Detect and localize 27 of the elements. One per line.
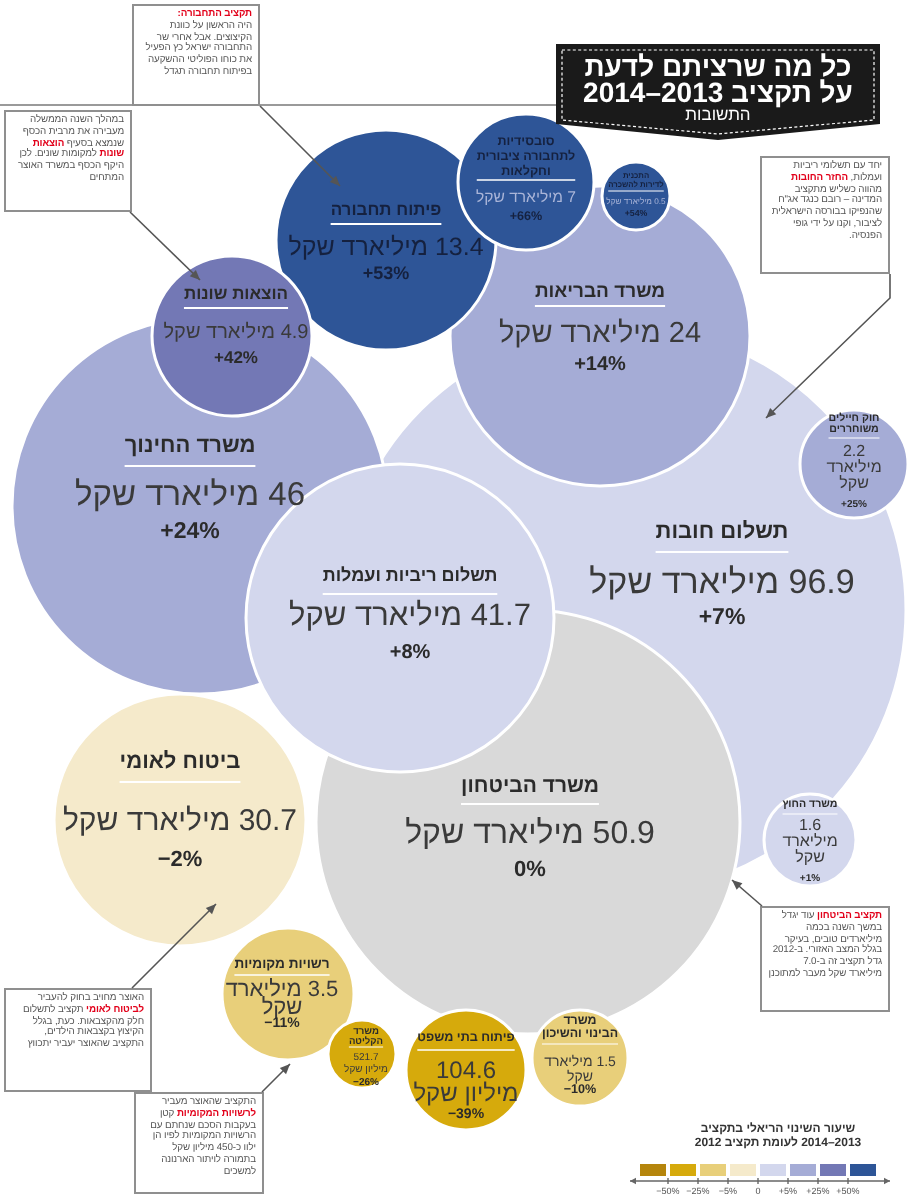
data-label: 96.9 מיליארד שקל (589, 563, 855, 602)
data-label: 3.5 מיליארד שקל (225, 978, 339, 1021)
category-label: תשלום חובות (655, 520, 789, 545)
data-label: 0% (514, 858, 547, 883)
data-label: +42% (214, 346, 259, 367)
data-label: 24 מיליארד שקל (498, 318, 702, 350)
category-label: משרד החינוך (124, 434, 256, 459)
data-label: 4.9 מיליארד שקל (163, 319, 310, 344)
data-label: +7% (698, 606, 746, 631)
text: כל מה שרציתם לדעת על תקציב 2013–2014 (583, 50, 853, 108)
category-label: הוצאות שונות (183, 282, 289, 303)
category-label: תשלום ריביות ועמלות (322, 564, 498, 585)
data-label: 30.7 מיליארד שקל (62, 804, 298, 839)
data-label: +24% (160, 520, 220, 545)
data-label: 13.4 מיליארד שקל (288, 232, 484, 261)
data-label: 41.7 מיליארד שקל (289, 598, 531, 633)
data-label: −2% (157, 848, 203, 873)
data-label: +14% (574, 353, 627, 376)
data-label: 50.9 מיליארד שקל (405, 814, 656, 851)
category-label: משרד הביטחון (461, 773, 599, 798)
data-label: +53% (362, 262, 410, 283)
text: התשובות (685, 104, 751, 124)
category-label: פיתוח תחבורה (330, 198, 443, 219)
category-label: ביטוח לאומי (119, 750, 241, 775)
data-label: 46 מיליארד שקל (74, 477, 306, 514)
category-label: משרד הבריאות (534, 281, 666, 304)
data-label: +8% (389, 641, 431, 664)
